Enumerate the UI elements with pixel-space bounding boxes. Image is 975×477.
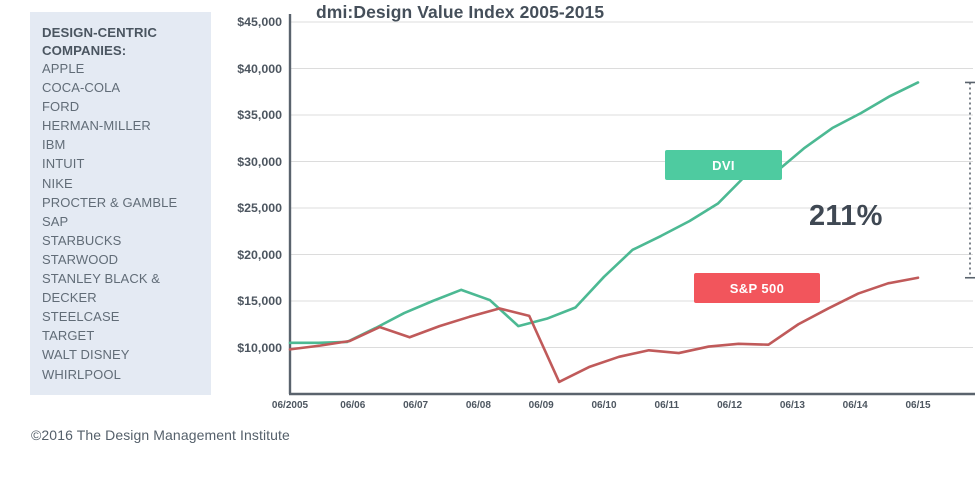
x-axis-tick-label: 06/13 [779, 400, 805, 411]
design-value-index-chart: dmi:Design Value Index 2005-2015 $10,000… [228, 0, 975, 420]
x-axis-tick-label: 06/15 [905, 400, 931, 411]
company-list-item: COCA-COLA [42, 80, 121, 96]
x-axis-tick-label: 06/12 [717, 400, 743, 411]
growth-range-bracket [965, 81, 975, 279]
company-list-item: WALT DISNEY [42, 347, 130, 363]
y-axis-tick-label: $30,000 [237, 154, 282, 169]
x-axis-tick-label: 06/11 [654, 400, 680, 411]
x-axis-tick-label: 06/06 [340, 400, 366, 411]
x-axis-tick-label: 06/08 [465, 400, 491, 411]
x-axis-tick-label: 06/14 [842, 400, 868, 411]
company-list-item: HERMAN-MILLER [42, 118, 151, 134]
company-list-item: STEELCASE [42, 309, 120, 325]
copyright-notice: ©2016 The Design Management Institute [31, 427, 290, 443]
y-axis-tick-label: $35,000 [237, 108, 282, 122]
company-list-item: IBM [42, 137, 66, 153]
y-axis-tick-label: $10,000 [237, 340, 282, 355]
plot-area: $10,000 $15,000 $20,000 $25,000 $30,000 $35,0… [228, 0, 975, 420]
x-axis-tick-label: 06/07 [403, 400, 429, 411]
sp500-series-label: S&P 500 [694, 273, 820, 303]
company-list: APPLE COCA-COLA FORD HERMAN-MILLER IBM INTUIT… [42, 59, 211, 384]
y-axis-tick-label: $25,000 [237, 201, 282, 215]
y-axis-tick-label: $15,000 [237, 294, 282, 308]
x-axis-tick-label: 06/2005 [271, 400, 309, 411]
company-list-item: STANLEY BLACK & DECKER [42, 271, 161, 306]
company-list-item: APPLE [42, 61, 85, 76]
y-axis-tick-label: $20,000 [237, 247, 282, 262]
y-axis-tick-label: $45,000 [237, 15, 282, 29]
growth-percent-annotation: 211% [809, 200, 883, 232]
company-list-item: INTUIT [42, 156, 85, 172]
design-centric-companies-panel: DESIGN-CENTRIC COMPANIES: APPLE COCA-COLA… [30, 12, 211, 395]
chart-svg [288, 14, 975, 396]
y-axis-tick-label: $40,000 [237, 61, 282, 76]
company-list-item: TARGET [42, 328, 95, 344]
company-list-item: SAP [42, 213, 69, 229]
dvi-line-series [288, 81, 920, 345]
dvi-series-label: DVI [665, 150, 782, 180]
x-axis-tick-label: 06/09 [528, 400, 554, 411]
company-list-item: STARBUCKS [42, 232, 122, 248]
company-list-item: STARWOOD [42, 251, 119, 267]
sp500-line-series [288, 276, 920, 384]
x-axis-tick-label: 06/10 [591, 400, 617, 411]
company-list-item: NIKE [42, 175, 73, 191]
chart-title: dmi:Design Value Index 2005-2015 [316, 2, 605, 22]
company-list-item: PROCTER & GAMBLE [42, 194, 178, 210]
company-list-item: WHIRLPOOL [42, 366, 121, 382]
company-list-item: FORD [42, 99, 80, 115]
sidebar-heading: DESIGN-CENTRIC COMPANIES: [42, 25, 157, 58]
